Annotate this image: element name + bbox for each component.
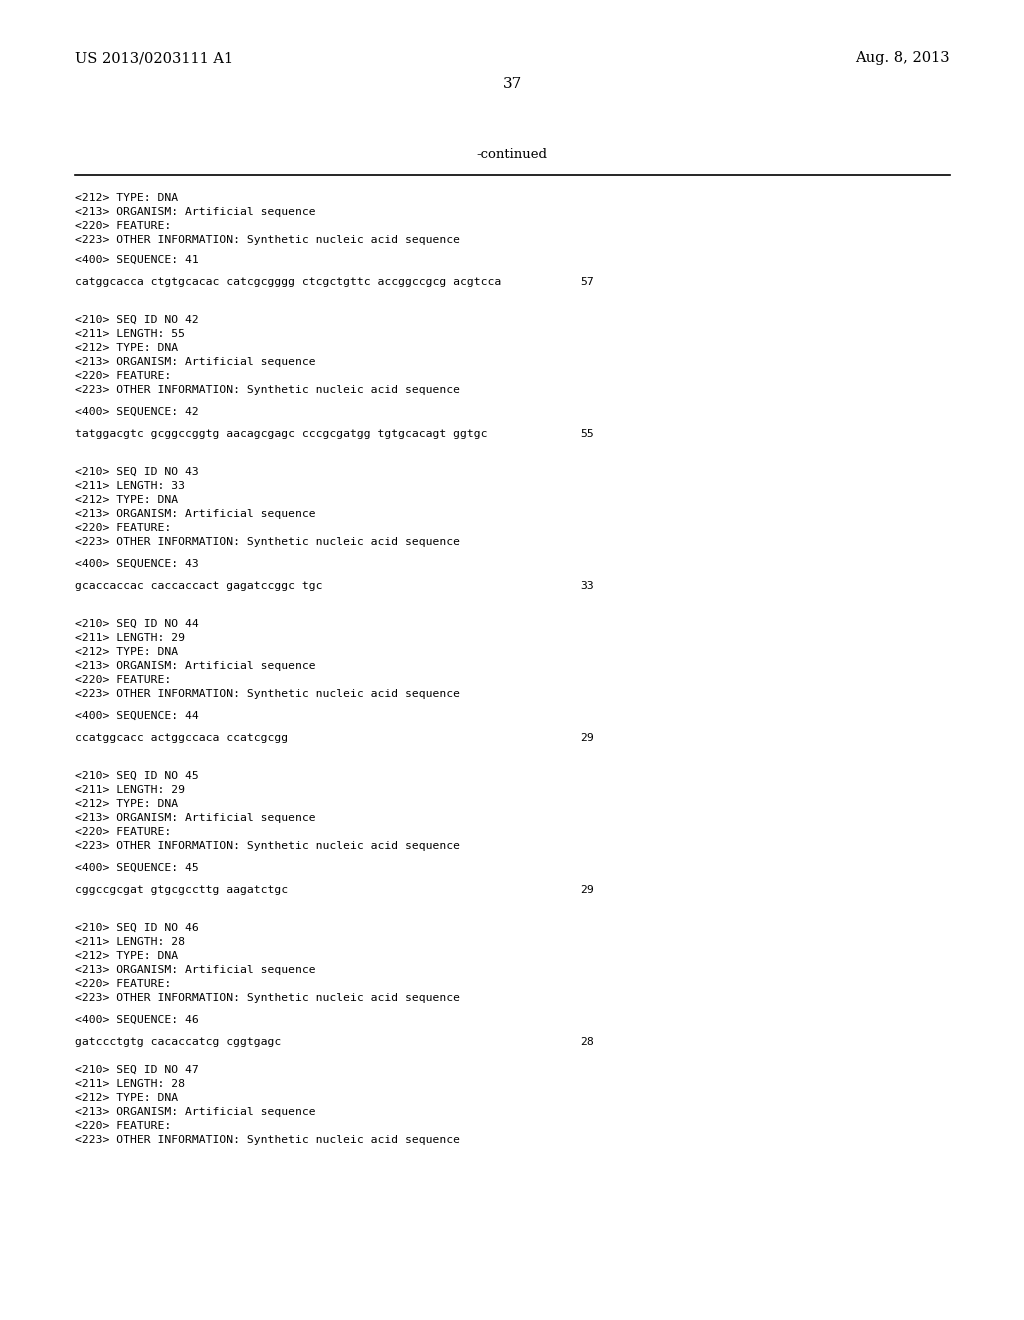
Text: 37: 37	[503, 77, 521, 91]
Text: ccatggcacc actggccaca ccatcgcgg: ccatggcacc actggccaca ccatcgcgg	[75, 733, 288, 743]
Text: <220> FEATURE:: <220> FEATURE:	[75, 979, 171, 989]
Text: <210> SEQ ID NO 44: <210> SEQ ID NO 44	[75, 619, 199, 630]
Text: <400> SEQUENCE: 43: <400> SEQUENCE: 43	[75, 558, 199, 569]
Text: gatccctgtg cacaccatcg cggtgagc: gatccctgtg cacaccatcg cggtgagc	[75, 1038, 282, 1047]
Text: <212> TYPE: DNA: <212> TYPE: DNA	[75, 495, 178, 506]
Text: <400> SEQUENCE: 41: <400> SEQUENCE: 41	[75, 255, 199, 265]
Text: <212> TYPE: DNA: <212> TYPE: DNA	[75, 799, 178, 809]
Text: <211> LENGTH: 28: <211> LENGTH: 28	[75, 1078, 185, 1089]
Text: <212> TYPE: DNA: <212> TYPE: DNA	[75, 343, 178, 352]
Text: <223> OTHER INFORMATION: Synthetic nucleic acid sequence: <223> OTHER INFORMATION: Synthetic nucle…	[75, 385, 460, 395]
Text: <223> OTHER INFORMATION: Synthetic nucleic acid sequence: <223> OTHER INFORMATION: Synthetic nucle…	[75, 689, 460, 700]
Text: cggccgcgat gtgcgccttg aagatctgc: cggccgcgat gtgcgccttg aagatctgc	[75, 884, 288, 895]
Text: <213> ORGANISM: Artificial sequence: <213> ORGANISM: Artificial sequence	[75, 356, 315, 367]
Text: <400> SEQUENCE: 44: <400> SEQUENCE: 44	[75, 711, 199, 721]
Text: <220> FEATURE:: <220> FEATURE:	[75, 220, 171, 231]
Text: <220> FEATURE:: <220> FEATURE:	[75, 675, 171, 685]
Text: <212> TYPE: DNA: <212> TYPE: DNA	[75, 1093, 178, 1104]
Text: <223> OTHER INFORMATION: Synthetic nucleic acid sequence: <223> OTHER INFORMATION: Synthetic nucle…	[75, 993, 460, 1003]
Text: <212> TYPE: DNA: <212> TYPE: DNA	[75, 647, 178, 657]
Text: 28: 28	[580, 1038, 594, 1047]
Text: <223> OTHER INFORMATION: Synthetic nucleic acid sequence: <223> OTHER INFORMATION: Synthetic nucle…	[75, 235, 460, 246]
Text: <213> ORGANISM: Artificial sequence: <213> ORGANISM: Artificial sequence	[75, 510, 315, 519]
Text: <211> LENGTH: 28: <211> LENGTH: 28	[75, 937, 185, 946]
Text: <210> SEQ ID NO 43: <210> SEQ ID NO 43	[75, 467, 199, 477]
Text: Aug. 8, 2013: Aug. 8, 2013	[855, 51, 950, 65]
Text: <400> SEQUENCE: 46: <400> SEQUENCE: 46	[75, 1015, 199, 1026]
Text: <212> TYPE: DNA: <212> TYPE: DNA	[75, 950, 178, 961]
Text: <220> FEATURE:: <220> FEATURE:	[75, 828, 171, 837]
Text: US 2013/0203111 A1: US 2013/0203111 A1	[75, 51, 233, 65]
Text: -continued: -continued	[476, 148, 548, 161]
Text: <223> OTHER INFORMATION: Synthetic nucleic acid sequence: <223> OTHER INFORMATION: Synthetic nucle…	[75, 841, 460, 851]
Text: <210> SEQ ID NO 45: <210> SEQ ID NO 45	[75, 771, 199, 781]
Text: <210> SEQ ID NO 46: <210> SEQ ID NO 46	[75, 923, 199, 933]
Text: gcaccaccac caccaccact gagatccggc tgc: gcaccaccac caccaccact gagatccggc tgc	[75, 581, 323, 591]
Text: <213> ORGANISM: Artificial sequence: <213> ORGANISM: Artificial sequence	[75, 207, 315, 216]
Text: tatggacgtc gcggccggtg aacagcgagc cccgcgatgg tgtgcacagt ggtgc: tatggacgtc gcggccggtg aacagcgagc cccgcga…	[75, 429, 487, 440]
Text: <213> ORGANISM: Artificial sequence: <213> ORGANISM: Artificial sequence	[75, 965, 315, 975]
Text: <211> LENGTH: 33: <211> LENGTH: 33	[75, 480, 185, 491]
Text: <212> TYPE: DNA: <212> TYPE: DNA	[75, 193, 178, 203]
Text: 57: 57	[580, 277, 594, 286]
Text: <213> ORGANISM: Artificial sequence: <213> ORGANISM: Artificial sequence	[75, 661, 315, 671]
Text: <223> OTHER INFORMATION: Synthetic nucleic acid sequence: <223> OTHER INFORMATION: Synthetic nucle…	[75, 537, 460, 546]
Text: <223> OTHER INFORMATION: Synthetic nucleic acid sequence: <223> OTHER INFORMATION: Synthetic nucle…	[75, 1135, 460, 1144]
Text: <211> LENGTH: 29: <211> LENGTH: 29	[75, 634, 185, 643]
Text: 29: 29	[580, 733, 594, 743]
Text: <400> SEQUENCE: 45: <400> SEQUENCE: 45	[75, 863, 199, 873]
Text: 55: 55	[580, 429, 594, 440]
Text: <220> FEATURE:: <220> FEATURE:	[75, 1121, 171, 1131]
Text: <400> SEQUENCE: 42: <400> SEQUENCE: 42	[75, 407, 199, 417]
Text: <210> SEQ ID NO 42: <210> SEQ ID NO 42	[75, 315, 199, 325]
Text: <213> ORGANISM: Artificial sequence: <213> ORGANISM: Artificial sequence	[75, 1107, 315, 1117]
Text: <213> ORGANISM: Artificial sequence: <213> ORGANISM: Artificial sequence	[75, 813, 315, 822]
Text: <220> FEATURE:: <220> FEATURE:	[75, 371, 171, 381]
Text: <211> LENGTH: 29: <211> LENGTH: 29	[75, 785, 185, 795]
Text: catggcacca ctgtgcacac catcgcgggg ctcgctgttc accggccgcg acgtcca: catggcacca ctgtgcacac catcgcgggg ctcgctg…	[75, 277, 502, 286]
Text: 33: 33	[580, 581, 594, 591]
Text: <211> LENGTH: 55: <211> LENGTH: 55	[75, 329, 185, 339]
Text: <220> FEATURE:: <220> FEATURE:	[75, 523, 171, 533]
Text: 29: 29	[580, 884, 594, 895]
Text: <210> SEQ ID NO 47: <210> SEQ ID NO 47	[75, 1065, 199, 1074]
